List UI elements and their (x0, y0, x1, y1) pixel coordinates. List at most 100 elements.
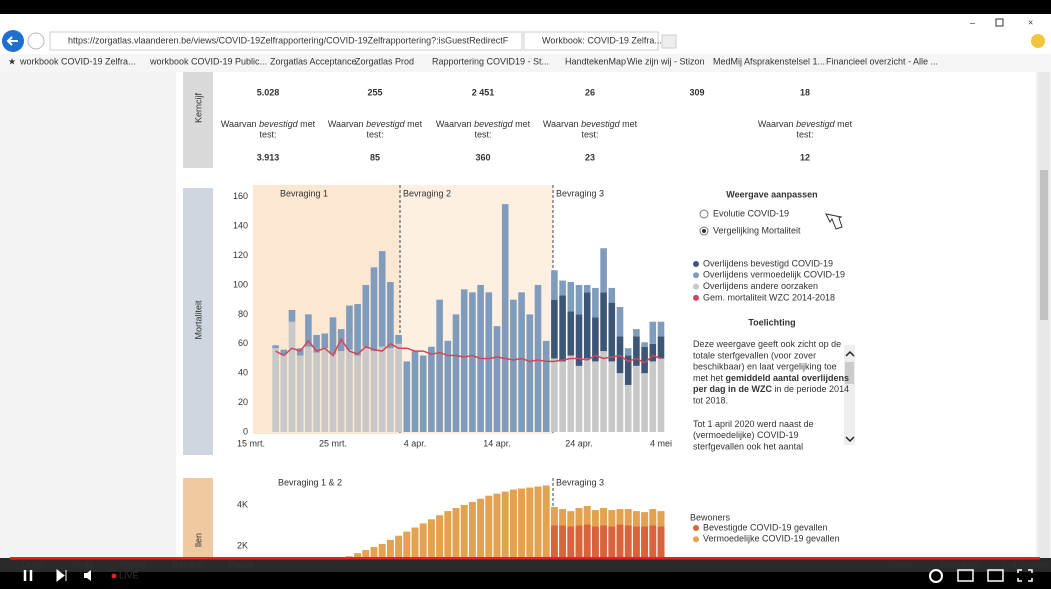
bar (272, 345, 279, 349)
bar (501, 491, 509, 557)
bookmark[interactable]: Zorgatlas Acceptance (270, 56, 357, 66)
toolbar-button[interactable]: Download (940, 559, 980, 569)
tab[interactable] (523, 31, 659, 51)
bar (632, 526, 640, 557)
fullscreen[interactable] (1017, 569, 1033, 582)
toolbar-button[interactable]: Full Screen (1002, 559, 1048, 569)
bookmark[interactable]: HandtekenMap (565, 56, 626, 66)
bookmark[interactable]: Zorgatlas Prod (355, 56, 414, 66)
radio[interactable] (699, 209, 709, 219)
region-label: Bevraging 3 (556, 188, 604, 198)
settings-button[interactable] (929, 569, 943, 583)
explanation-line: Tot 1 april 2020 werd naast de (693, 419, 814, 429)
caption-part: bevestigd (259, 119, 299, 129)
y-tick-label: 20 (238, 397, 248, 407)
bar (591, 526, 599, 557)
bar (657, 358, 665, 432)
hand-cursor (825, 213, 843, 230)
bar (616, 509, 624, 525)
new-tab[interactable] (661, 34, 677, 49)
minimize[interactable]: – (970, 17, 975, 27)
bar (509, 489, 517, 557)
line (275, 337, 662, 364)
text-segment: (vermoedelijke) COVID-19 (693, 430, 799, 440)
bar (329, 354, 337, 432)
bar (427, 519, 435, 557)
bar (403, 361, 411, 432)
bar (321, 333, 329, 349)
toolbar-button[interactable]: Undo (22, 559, 44, 569)
bar (452, 508, 460, 557)
bar (305, 346, 312, 432)
explanation-line: tot 2018. (693, 396, 728, 406)
bar (346, 349, 353, 432)
bookmark[interactable]: Wie zijn wij - Stizon (627, 56, 705, 66)
bookmark[interactable]: Rapportering COVID19 - St... (432, 56, 549, 66)
bar (583, 524, 591, 557)
legend-swatch (693, 525, 699, 531)
address-bar[interactable] (49, 31, 523, 51)
bar (559, 280, 566, 296)
region-label: Bevraging 2 (403, 188, 451, 198)
bar (460, 504, 468, 557)
caption-part: bevestigd (366, 119, 406, 129)
section-label: Mortaliteit (193, 300, 203, 340)
bookmark[interactable]: MedMij Afsprakenstelsel 1... (713, 56, 825, 66)
scroll-arrows[interactable] (845, 350, 855, 443)
caption-part: Waarvan (543, 119, 581, 129)
bar (583, 284, 591, 293)
progress[interactable] (10, 557, 1040, 560)
section-label: Kerncijf (193, 92, 203, 123)
bar (337, 351, 345, 432)
x-tick-label: 4 mei (650, 438, 672, 448)
close[interactable]: × (1028, 17, 1033, 27)
theater[interactable] (987, 569, 1004, 582)
toolbar-button[interactable]: Share (888, 559, 912, 569)
bar (592, 361, 599, 432)
kpi-caption: Waarvan bevestigd met (328, 119, 423, 129)
bar (608, 510, 616, 527)
toolbar-button[interactable]: Pause (228, 559, 254, 569)
volume-button[interactable] (84, 570, 91, 581)
text-scroll-thumb[interactable] (845, 362, 854, 384)
text-segment: Deze weergave geeft ook zicht op de (693, 339, 841, 349)
bookmark[interactable]: Financieel overzicht - Alle ... (826, 56, 938, 66)
pause-button[interactable] (23, 570, 33, 581)
toolbar-button[interactable]: Revert (120, 559, 147, 569)
bookmarks-bar (0, 54, 1051, 72)
bar (567, 511, 575, 527)
bar (378, 543, 386, 557)
bar (616, 307, 624, 337)
profile-icon[interactable] (1031, 34, 1045, 48)
bar (641, 342, 648, 347)
bar (567, 311, 575, 356)
bar (641, 512, 649, 527)
bookmark[interactable]: workbook COVID-19 Public... (149, 56, 267, 66)
bar (452, 314, 460, 432)
bar (280, 354, 288, 432)
text-segment: beschikbaar) en laat vergelijking toe (693, 362, 837, 372)
next-button[interactable] (56, 568, 67, 583)
forward-button[interactable] (27, 32, 45, 50)
caption-part: met (298, 119, 316, 129)
bar (362, 550, 370, 557)
toolbar-button[interactable]: Refresh (172, 559, 204, 569)
y-tick-label: 120 (233, 250, 248, 260)
legend-swatch (693, 294, 699, 301)
maximize[interactable] (995, 18, 1004, 27)
bar (551, 270, 558, 300)
y-tick-label: 40 (238, 368, 248, 378)
kpi-caption: Waarvan bevestigd met (543, 119, 638, 129)
bar (345, 556, 353, 557)
bar (600, 248, 607, 293)
miniplayer[interactable] (957, 569, 974, 582)
bookmark[interactable]: workbook COVID-19 Zelfra... (19, 56, 136, 66)
bar (444, 511, 452, 557)
bar (559, 525, 567, 557)
y-tick-label: 80 (238, 309, 248, 319)
bar (354, 553, 362, 557)
toolbar-button[interactable]: Redo (72, 559, 94, 569)
bar (370, 351, 378, 432)
scroll-thumb[interactable] (1040, 170, 1048, 320)
bar (493, 493, 501, 557)
